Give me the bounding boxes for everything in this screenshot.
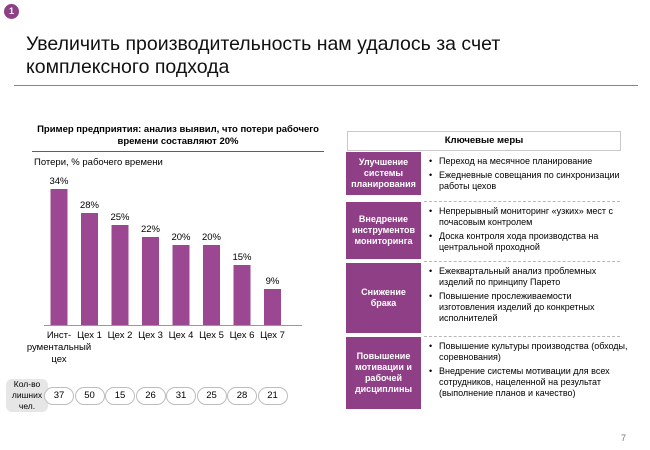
category-tick-label: Цех 6	[230, 330, 255, 341]
category-tick-label: Цех 5	[199, 330, 224, 341]
category-tick-label: Цех 7	[260, 330, 285, 341]
measure-item: Повышение прослеживаемости изготовления …	[429, 291, 629, 324]
measure-item: Ежедневные совещания по синхронизации ра…	[429, 170, 629, 192]
quantity-value: 28	[227, 387, 257, 405]
quantity-value: 50	[74, 387, 105, 405]
chart-heading: Пример предприятия: анализ выявил, что п…	[32, 124, 324, 152]
quantity-value: 25	[196, 387, 227, 405]
category-tick-label: Цех 1	[77, 330, 102, 341]
measures-heading: Ключевые меры	[347, 131, 621, 151]
measure-item: Повышение культуры производства (обходы,…	[429, 341, 629, 363]
measure-item-list: Повышение культуры производства (обходы,…	[429, 341, 629, 402]
category-tick-label: Цех 4	[169, 330, 194, 341]
measure-item: Ежеквартальный анализ проблемных изделий…	[429, 266, 629, 288]
bar-value-label: 28%	[80, 200, 100, 211]
group-divider	[424, 201, 620, 202]
group-divider	[424, 336, 620, 337]
bar-value-label: 20%	[171, 232, 191, 243]
bar	[142, 237, 159, 325]
bar	[50, 189, 68, 325]
measure-item-list: Ежеквартальный анализ проблемных изделий…	[429, 266, 629, 327]
bar-value-label: 25%	[110, 212, 130, 223]
measure-item: Внедрение системы мотивации для всех сот…	[429, 366, 629, 399]
category-tick-label: Инст-рументальный цех	[27, 330, 91, 365]
bar	[81, 213, 98, 325]
chart-y-label: Потери, % рабочего времени	[34, 157, 163, 168]
measure-item-list: Непрерывный мониторинг «узких» мест с по…	[429, 206, 629, 256]
bar	[233, 265, 251, 325]
bar	[172, 245, 190, 325]
measure-item-list: Переход на месячное планирование Ежеднев…	[429, 156, 629, 195]
category-tick-label: Цех 3	[138, 330, 163, 341]
measure-category: Снижение брака	[346, 263, 421, 333]
measure-item: Непрерывный мониторинг «узких» мест с по…	[429, 206, 629, 228]
slide-number-badge: 1	[4, 4, 19, 19]
measure-category: Повышение мотивации и рабочей дисциплины	[346, 337, 421, 409]
measure-category: Улучшение системы планирования	[346, 152, 421, 195]
title-divider	[14, 85, 638, 86]
bar	[111, 225, 129, 325]
page-number: 7	[621, 433, 627, 443]
bar-value-label: 20%	[202, 232, 222, 243]
measure-item: Переход на месячное планирование	[429, 156, 629, 167]
measure-category: Внедрение инструментов мониторинга	[346, 202, 421, 259]
measure-item: Доска контроля хода производства на цент…	[429, 231, 629, 253]
bar-value-label: 34%	[49, 176, 69, 187]
bar-value-label: 9%	[266, 276, 280, 287]
quantity-label: Кол-во лишних чел.	[6, 379, 48, 412]
quantity-value: 21	[257, 387, 288, 405]
quantity-value: 37	[44, 387, 74, 405]
page-title: Увеличить производительность нам удалось…	[26, 33, 501, 78]
bar	[264, 289, 281, 325]
quantity-value: 15	[105, 387, 135, 405]
quantity-value: 26	[135, 387, 166, 405]
quantity-value: 31	[166, 387, 196, 405]
group-divider	[424, 261, 620, 262]
category-tick-label: Цех 2	[108, 330, 133, 341]
bar-value-label: 15%	[232, 252, 252, 263]
bar-value-label: 22%	[141, 224, 161, 235]
bar	[203, 245, 220, 325]
